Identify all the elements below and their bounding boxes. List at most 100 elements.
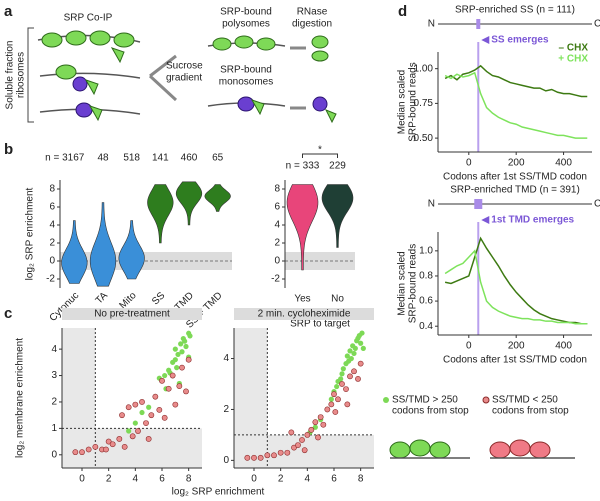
violin <box>147 184 174 244</box>
srp <box>324 109 337 124</box>
legend-entry: + CHX <box>558 54 588 65</box>
legend-label: codons from stop <box>492 406 569 417</box>
subplot-title: SRP-enriched SS (n = 111) <box>455 5 575 16</box>
signal-segment <box>476 19 481 29</box>
point <box>284 449 291 456</box>
y-axis-label: SRP-bound reads <box>408 244 419 324</box>
y-axis-label: Median scaled <box>397 251 408 315</box>
y-tick-label: -2 <box>46 274 55 285</box>
x-tick-label: 0 <box>466 158 472 169</box>
y-tick-label: 3 <box>51 370 57 381</box>
y-tick-label: 0 <box>274 256 280 267</box>
srp <box>75 102 93 118</box>
y-tick-label: 2 <box>274 238 280 249</box>
point <box>288 429 295 436</box>
point <box>344 353 350 359</box>
ribosome <box>256 37 276 51</box>
significance-label: * <box>318 145 322 156</box>
point <box>132 401 139 408</box>
point <box>132 420 138 426</box>
point <box>339 381 345 387</box>
label: polysomes <box>222 19 270 30</box>
point <box>339 371 345 377</box>
ribosome <box>489 441 511 459</box>
x-tick-label: 8 <box>186 474 192 485</box>
y-tick-label: 0.50 <box>414 133 434 144</box>
header <box>62 308 202 320</box>
violin <box>204 184 231 212</box>
point <box>355 335 361 341</box>
x-axis-label: SRP to target <box>290 319 350 330</box>
point <box>72 449 79 456</box>
point <box>185 356 192 363</box>
point <box>187 333 193 339</box>
ribosome <box>113 32 135 48</box>
n-label: 518 <box>123 153 140 164</box>
series-line <box>444 236 588 325</box>
y-axis-label: log₂ SRP enrichment <box>25 187 36 280</box>
ribosome <box>41 32 63 48</box>
point <box>179 364 185 371</box>
panel-a-art <box>27 27 337 124</box>
point <box>179 349 185 355</box>
x-tick-label: 0 <box>251 474 257 485</box>
signal-segment <box>474 199 483 209</box>
label: Sucrose <box>166 61 203 72</box>
violin <box>118 220 145 280</box>
x-tick-label: 2 <box>106 474 112 485</box>
n-terminus: N <box>428 199 435 210</box>
series-line <box>444 249 588 325</box>
point <box>291 444 297 451</box>
ribosome <box>55 64 77 80</box>
point <box>139 409 145 416</box>
subplot-title: 2 min. cycloheximide <box>258 309 351 320</box>
x-tick-label: 4 <box>305 474 311 485</box>
c-terminus: C <box>594 199 600 210</box>
point <box>145 436 152 442</box>
point <box>139 399 145 405</box>
series-line <box>444 71 588 139</box>
point <box>264 452 271 459</box>
point <box>183 343 189 350</box>
point <box>119 412 125 419</box>
panel-label: c <box>4 305 12 322</box>
point <box>334 383 340 390</box>
srp <box>312 96 328 112</box>
label: ribosomes <box>16 52 27 98</box>
ribosome <box>234 35 254 49</box>
point <box>135 428 141 434</box>
x-tick-label: 400 <box>555 158 572 169</box>
label: digestion <box>292 19 332 30</box>
annotation: SS emerges <box>491 35 549 46</box>
y-tick-label: 4 <box>51 344 57 355</box>
x-tick-label: No <box>331 294 344 305</box>
point <box>351 350 357 357</box>
series-line <box>444 64 588 98</box>
x-tick-label: 4 <box>133 474 139 485</box>
label: SRP-bound <box>220 7 272 18</box>
point <box>176 383 183 390</box>
legend-art <box>389 439 575 459</box>
y-tick-label: 8 <box>274 184 280 195</box>
subplot-title: SRP-enriched TMD (n = 391) <box>450 185 580 196</box>
x-tick-label: 200 <box>508 158 525 169</box>
y-axis-label: log₂ membrane enrichment <box>15 338 26 458</box>
point <box>335 396 341 403</box>
ribosome <box>409 439 431 457</box>
y-tick-label: 0 <box>51 449 57 460</box>
n-label: n = 3167 <box>45 153 85 164</box>
violin <box>321 184 354 248</box>
legend-label: SS/TMD < 250 <box>492 395 558 406</box>
y-tick-label: 2 <box>223 404 229 415</box>
shade <box>62 328 96 468</box>
point <box>183 388 189 395</box>
y-tick-label: 8 <box>49 184 55 195</box>
point <box>169 372 176 379</box>
shade <box>95 428 202 468</box>
point <box>162 372 168 379</box>
point <box>182 338 188 344</box>
x-tick-label: 200 <box>508 341 525 352</box>
y-tick-label: 0.75 <box>414 98 434 109</box>
shade <box>234 328 268 468</box>
ribosome <box>65 30 87 46</box>
